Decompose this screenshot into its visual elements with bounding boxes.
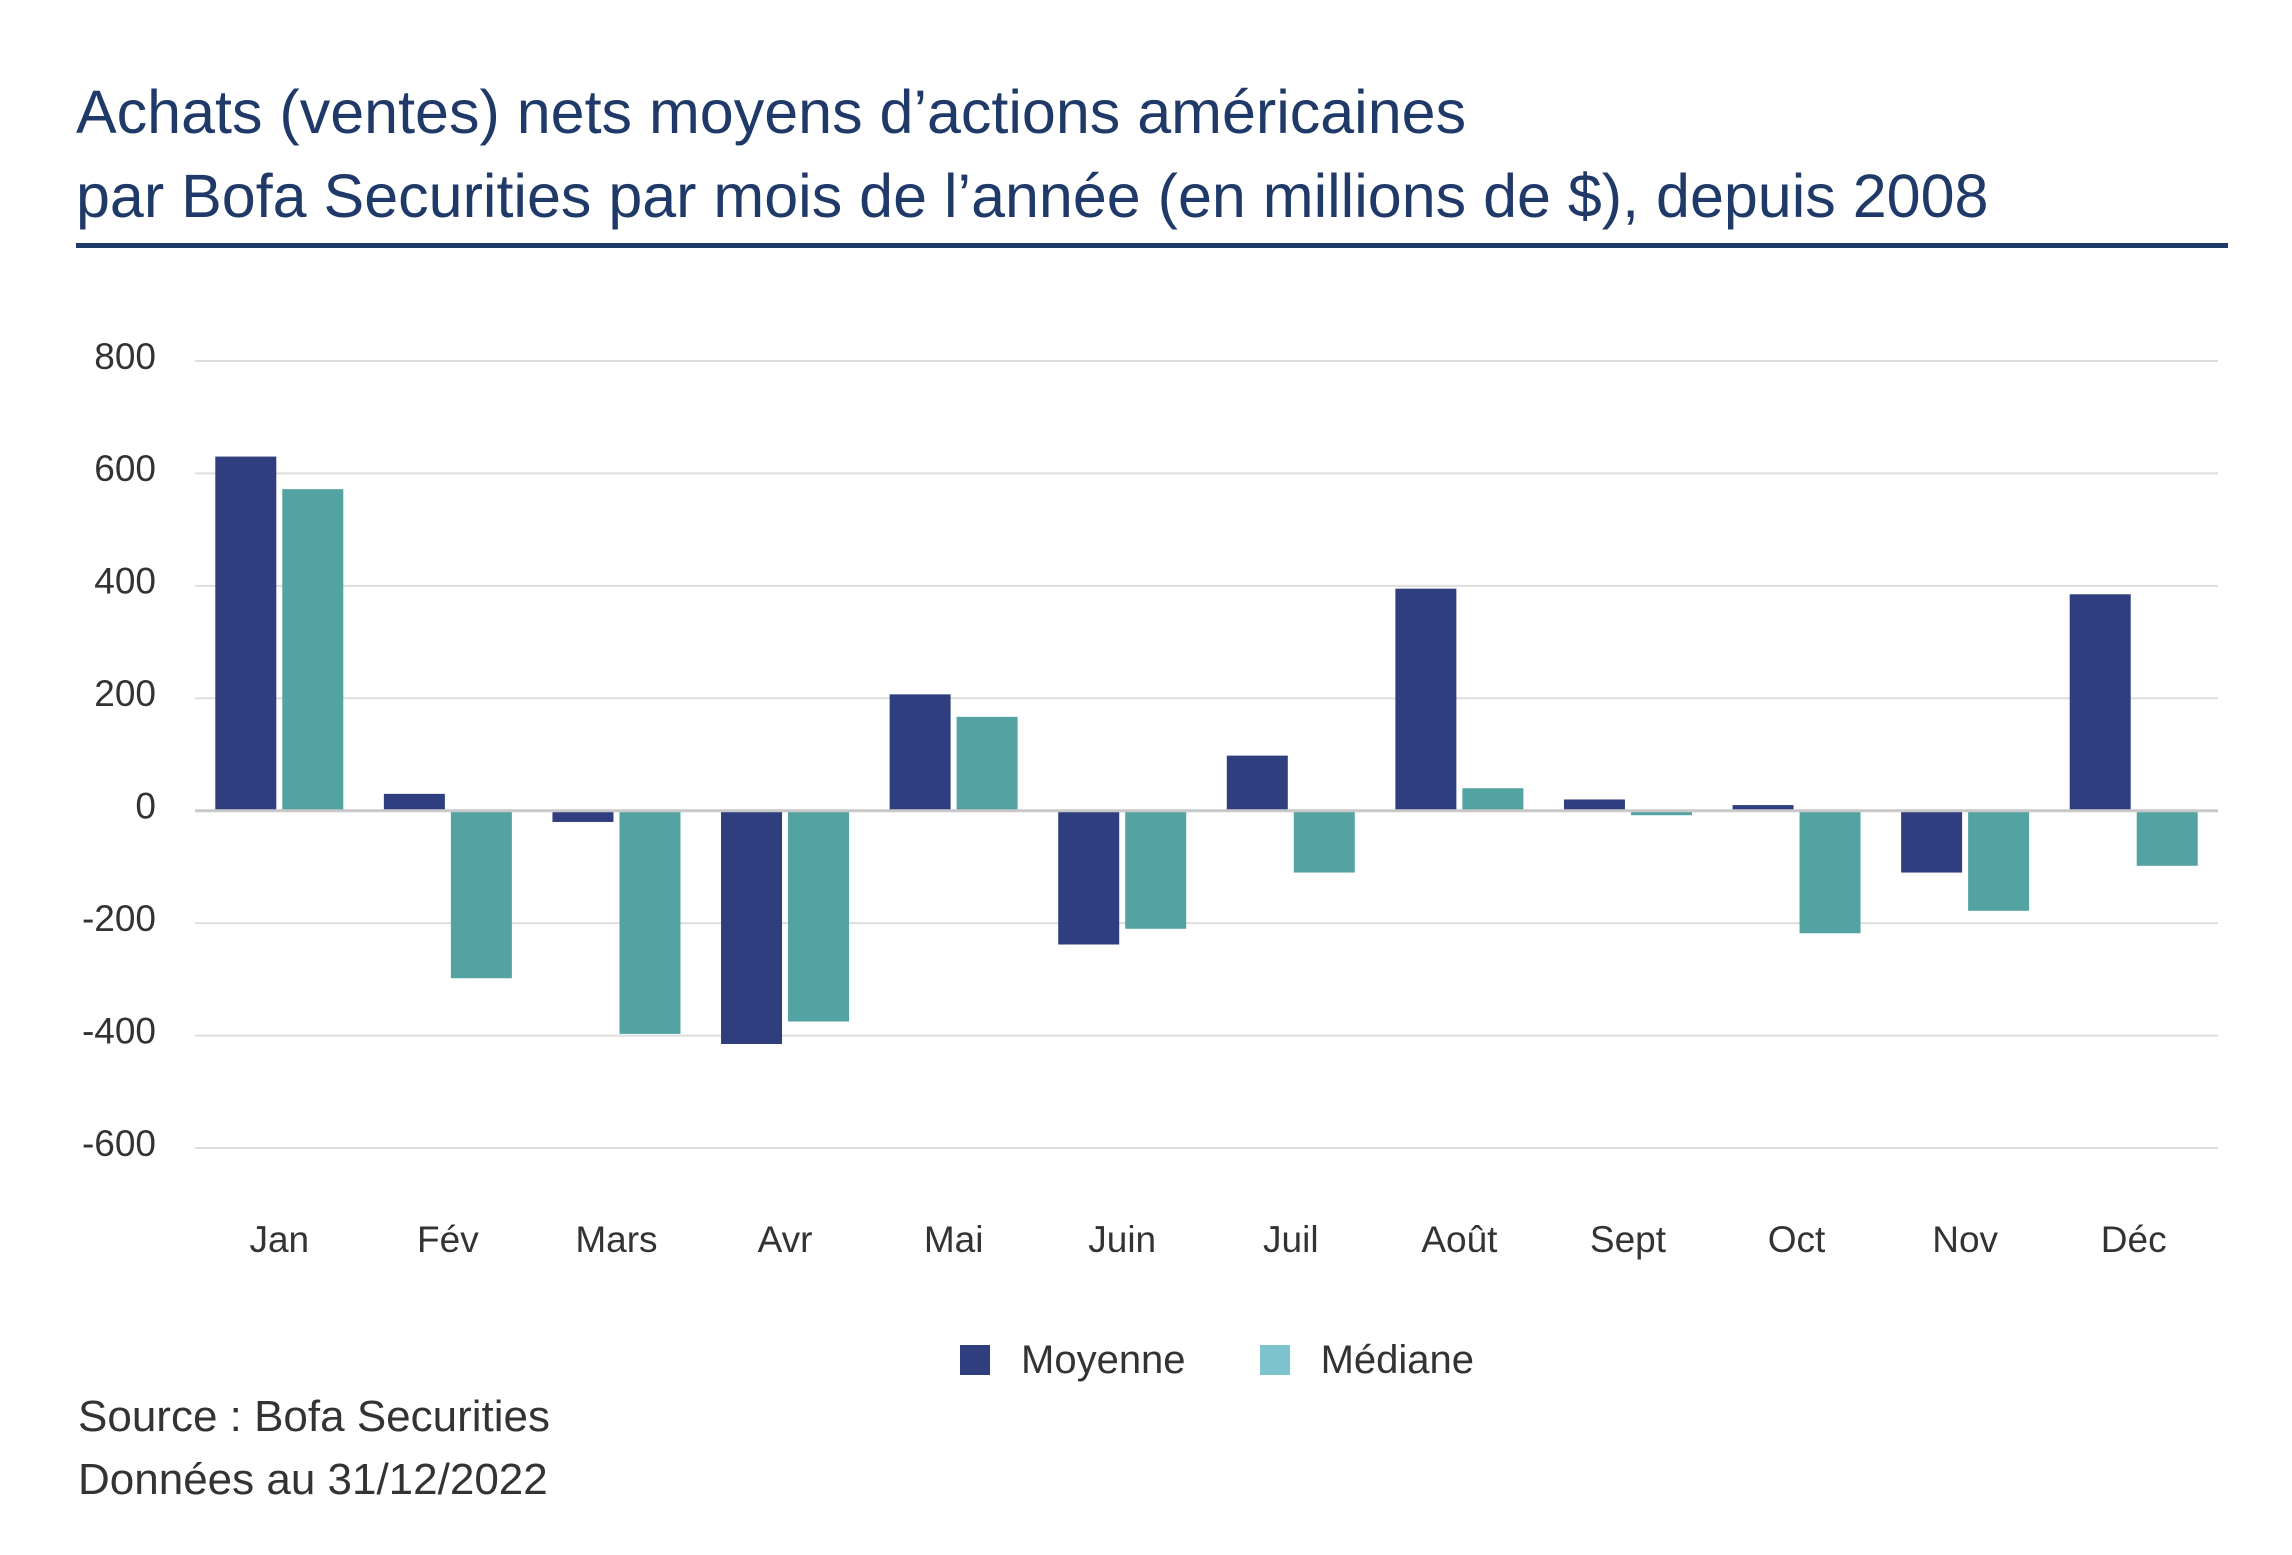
legend-item-mediane: Médiane [1259, 1337, 1474, 1383]
chart-title: Achats (ventes) nets moyens d’actions am… [76, 70, 1988, 238]
chart-footer: Source : Bofa Securities Données au 31/1… [78, 1385, 550, 1511]
legend-label-mediane: Médiane [1320, 1337, 1474, 1382]
bar-moyenne [383, 793, 445, 811]
legend-item-moyenne: Moyenne [960, 1338, 1186, 1383]
bar-chart: 800 600 400 200 0 -200 -400 -600 Jan Fév Mars Avr Ma… [82, 336, 2218, 1260]
x-tick-label: Jan [249, 1219, 309, 1260]
x-tick-label: Oct [1768, 1219, 1826, 1260]
bar-mediane [1799, 810, 1861, 934]
bar-mediane [282, 489, 344, 811]
x-tick-label: Mai [924, 1219, 984, 1260]
x-tick-label: Nov [1932, 1219, 1998, 1260]
bar-moyenne [1901, 810, 1963, 873]
y-tick-label: 400 [94, 561, 156, 602]
x-tick-label: Juin [1088, 1219, 1156, 1260]
bar-mediane [1462, 788, 1524, 811]
bar-moyenne [215, 456, 277, 811]
source-note: Source : Bofa Securities [78, 1392, 551, 1441]
y-tick-label: -400 [82, 1010, 156, 1051]
y-tick-label: 800 [94, 336, 156, 377]
x-tick-label: Fév [417, 1219, 479, 1260]
bar-mediane [619, 810, 681, 1034]
bar-moyenne [1058, 810, 1120, 945]
y-tick-label: -600 [82, 1123, 156, 1164]
bar-mediane [1293, 810, 1355, 873]
bar-mediane [450, 810, 512, 979]
bar-moyenne [1732, 805, 1794, 811]
legend-swatch-mediane [1259, 1345, 1290, 1375]
bar-mediane [1125, 810, 1187, 929]
x-tick-label: Déc [2101, 1219, 2167, 1260]
legend-label-moyenne: Moyenne [1021, 1337, 1186, 1382]
x-tick-label: Sept [1590, 1219, 1667, 1260]
bar-moyenne [1395, 588, 1457, 811]
y-tick-label: 0 [135, 785, 156, 826]
chart-title-line2: par Bofa Securities par mois de l’année … [76, 162, 1989, 230]
bar-moyenne [721, 810, 783, 1045]
chart-title-line1: Achats (ventes) nets moyens d’actions am… [76, 78, 1467, 146]
bar-mediane [2136, 810, 2198, 866]
legend-swatch-moyenne [960, 1345, 990, 1375]
bar-moyenne [889, 694, 951, 811]
chart-legend: Moyenne Médiane [960, 1335, 1548, 1385]
bar-moyenne [552, 810, 614, 822]
bar-moyenne [1226, 755, 1288, 811]
x-tick-label: Août [1421, 1219, 1498, 1260]
bar-mediane [1630, 810, 1692, 816]
bar-mediane [788, 810, 850, 1022]
bar-mediane [956, 716, 1018, 811]
data-date-note: Données au 31/12/2022 [78, 1455, 548, 1504]
x-tick-label: Mars [575, 1219, 657, 1260]
y-tick-label: -200 [82, 898, 156, 939]
bar-moyenne [1563, 799, 1625, 811]
bar-moyenne [2069, 594, 2131, 811]
y-tick-label: 200 [94, 673, 156, 714]
bar-mediane [1968, 810, 2030, 911]
x-tick-label: Avr [758, 1219, 813, 1260]
y-tick-label: 600 [94, 448, 156, 489]
title-divider [76, 243, 2228, 248]
x-tick-label: Juil [1263, 1219, 1319, 1260]
